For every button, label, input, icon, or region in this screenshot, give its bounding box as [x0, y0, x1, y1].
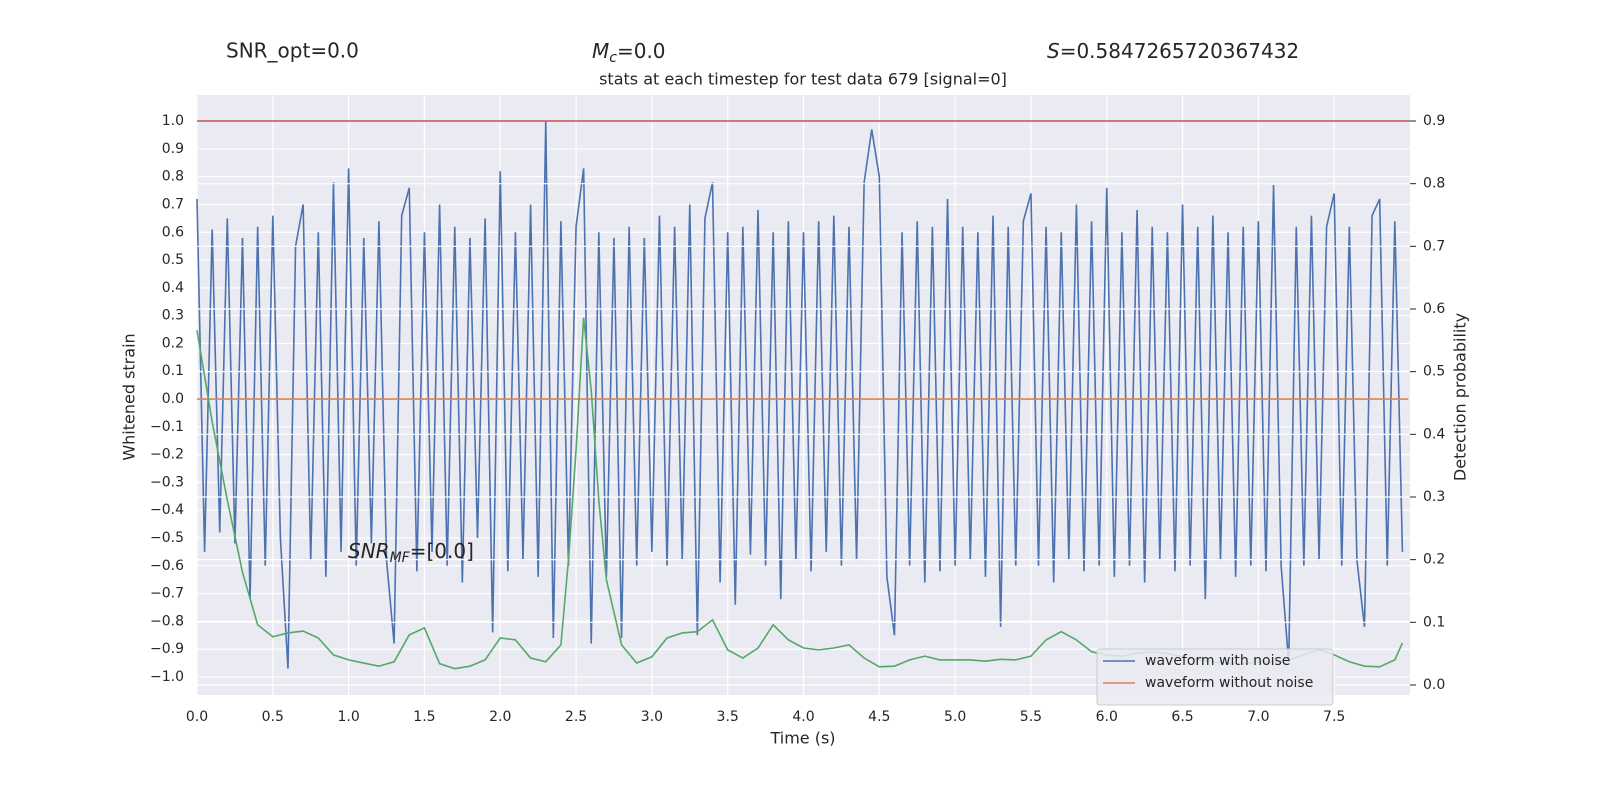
y-tick-label: −0.4 — [150, 502, 184, 518]
x-tick-label: 5.5 — [1020, 709, 1042, 725]
value: =0.5847265720367432 — [1060, 39, 1299, 63]
symbol: S — [1047, 39, 1060, 63]
subscript: MF — [390, 550, 411, 566]
y2-tick-label: 0.6 — [1423, 301, 1445, 317]
y-axis-label: Whitened strain — [120, 333, 139, 460]
x-tick-label: 7.5 — [1323, 709, 1345, 725]
x-tick-label: 3.0 — [641, 709, 663, 725]
x-tick-label: 0.0 — [186, 709, 208, 725]
series-line — [196, 121, 1404, 669]
y2-tick-label: 0.3 — [1423, 489, 1445, 505]
y-tick-label: −0.7 — [150, 586, 184, 602]
chirp-mass: Mc=0.0 — [592, 39, 666, 67]
y-tick-label: 0.8 — [162, 169, 184, 185]
y-tick-label: −0.3 — [150, 474, 184, 490]
symbol: SNR — [348, 539, 390, 563]
x-tick-label: 3.5 — [717, 709, 739, 725]
y2-tick-label: 0.5 — [1423, 364, 1445, 380]
y-tick-label: −1.0 — [150, 669, 184, 685]
x-tick-label: 1.0 — [337, 709, 359, 725]
x-tick-label: 0.5 — [262, 709, 284, 725]
y-tick-label: −0.8 — [150, 613, 184, 629]
y-tick-label: −0.2 — [150, 447, 184, 463]
legend-label: waveform with noise — [1145, 653, 1290, 669]
y2-tick-label: 0.7 — [1423, 238, 1445, 254]
y-tick-label: −0.6 — [150, 558, 184, 574]
y-tick-label: −0.5 — [150, 530, 184, 546]
y-tick-label: 0.2 — [162, 335, 184, 351]
y-tick-label: 1.0 — [162, 113, 184, 129]
score: S=0.5847265720367432 — [1047, 39, 1299, 63]
subscript: c — [609, 50, 617, 66]
x-tick-label: 1.5 — [413, 709, 435, 725]
y-tick-label: 0.3 — [162, 308, 184, 324]
y-tick-label: 0.6 — [162, 224, 184, 240]
y2-tick-label: 0.9 — [1423, 113, 1445, 129]
y-tick-label: 0.5 — [162, 252, 184, 268]
x-tick-label: 4.5 — [868, 709, 890, 725]
value: =[0.0] — [410, 539, 474, 563]
plot-layer — [196, 95, 1410, 695]
x-tick-label: 6.5 — [1171, 709, 1193, 725]
x-axis-label: Time (s) — [769, 729, 835, 748]
snr-opt: SNR_opt=0.0 — [226, 39, 359, 63]
x-tick-label: 4.0 — [792, 709, 814, 725]
legend-box — [1096, 648, 1334, 706]
y-tick-label: −0.9 — [150, 641, 184, 657]
x-tick-label: 7.0 — [1247, 709, 1269, 725]
y-tick-label: 0.4 — [162, 280, 184, 296]
y-tick-label: 0.9 — [162, 141, 184, 157]
x-tick-label: 5.0 — [944, 709, 966, 725]
chart-title: stats at each timestep for test data 679… — [599, 70, 1007, 89]
legend: waveform with noise waveform without nois… — [1096, 648, 1334, 706]
value: =0.0 — [617, 39, 666, 63]
y2-tick-label: 0.0 — [1423, 677, 1445, 693]
legend-label: waveform without noise — [1145, 675, 1313, 691]
y2-tick-label: 0.8 — [1423, 176, 1445, 192]
symbol: M — [592, 39, 609, 63]
y-tick-label: 0.0 — [162, 391, 184, 407]
y-tick-label: −0.1 — [150, 419, 184, 435]
y-tick-label: 0.7 — [162, 196, 184, 212]
y2-tick-label: 0.4 — [1423, 426, 1445, 442]
y-tick-label: 0.1 — [162, 363, 184, 379]
y2-tick-label: 0.1 — [1423, 614, 1445, 630]
y2-tick-label: 0.2 — [1423, 552, 1445, 568]
y2-axis-label: Detection probability — [1451, 313, 1470, 481]
x-tick-label: 6.0 — [1096, 709, 1118, 725]
snr-mf: SNRMF=[0.0] — [348, 539, 474, 567]
x-tick-label: 2.5 — [565, 709, 587, 725]
x-tick-label: 2.0 — [489, 709, 511, 725]
